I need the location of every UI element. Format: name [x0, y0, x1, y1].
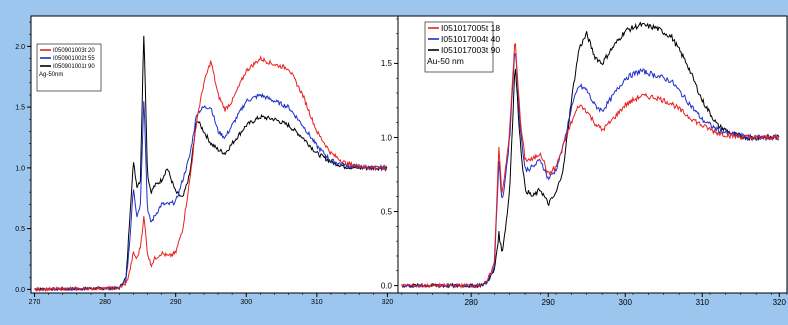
series-line-0	[401, 42, 780, 289]
legend-box	[36, 43, 102, 92]
x-tick-label: 300	[240, 299, 252, 306]
series-line-0	[34, 54, 387, 293]
y-tick-label: 0.0	[381, 281, 393, 290]
legend-box	[424, 21, 494, 73]
x-tick-label: 290	[542, 298, 556, 307]
y-tick-label: 0.0	[15, 287, 25, 294]
x-tick-label: 290	[170, 299, 182, 306]
x-tick-label: 320	[773, 298, 787, 307]
x-tick-label: 320	[382, 299, 394, 306]
x-tick-label: 270	[29, 299, 41, 306]
x-tick-label: 300	[619, 298, 633, 307]
chart-panel-0: 270 280 290 300 310 320 0.0 0.5 1.0 1.5 2.0 I050901…	[15, 15, 399, 306]
y-tick-label: 2.0	[15, 44, 25, 51]
legend-label: I051017005t 18	[441, 23, 500, 33]
y-tick-label: 1.0	[381, 133, 393, 142]
legend-note: Au-50 nm	[427, 56, 464, 66]
y-tick-label: 1.5	[381, 59, 393, 68]
legend-label: I051017004t 40	[441, 34, 500, 44]
y-tick-label: 1.0	[15, 165, 25, 172]
legend-note: Ag-50nm	[39, 72, 63, 78]
legend-label: I050901003t 20	[53, 48, 95, 54]
legend-label: I051017003t 90	[441, 45, 500, 55]
y-tick-label: 1.5	[15, 105, 25, 112]
series-line-1	[401, 53, 780, 289]
y-tick-label: 0.5	[15, 226, 25, 233]
x-tick-label: 280	[464, 298, 478, 307]
legend-label: I050901001t 90	[53, 64, 95, 70]
x-tick-label: 310	[696, 298, 710, 307]
x-tick-label: 280	[99, 299, 111, 306]
chart-panel-1: 280 290 300 310 320 0.0 0.5 1.0 1.5 I051017005t 1…	[381, 15, 788, 307]
legend-label: I050901002t 55	[53, 56, 95, 62]
y-tick-label: 0.5	[381, 207, 393, 216]
x-tick-label: 310	[311, 299, 323, 306]
